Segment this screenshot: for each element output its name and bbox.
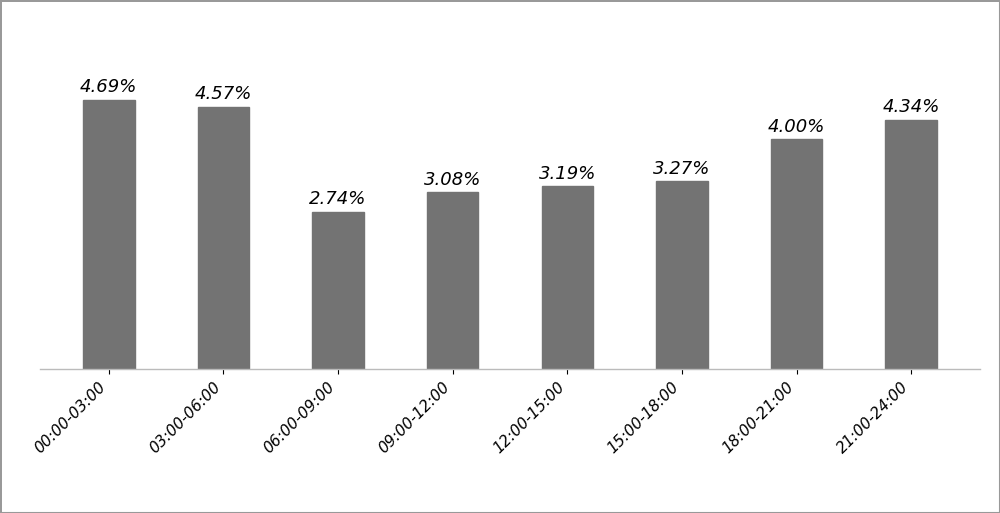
Bar xyxy=(656,182,708,369)
Text: 3.08%: 3.08% xyxy=(424,171,481,189)
Text: 3.19%: 3.19% xyxy=(539,165,596,183)
Bar xyxy=(427,192,478,369)
Text: 4.34%: 4.34% xyxy=(883,98,940,116)
Bar xyxy=(312,212,364,369)
Text: 4.00%: 4.00% xyxy=(768,118,825,136)
Bar xyxy=(542,186,593,369)
Text: 2.74%: 2.74% xyxy=(309,190,367,208)
Bar xyxy=(198,107,249,369)
Text: 3.27%: 3.27% xyxy=(653,160,711,178)
Text: 4.69%: 4.69% xyxy=(80,78,137,96)
Bar xyxy=(771,140,822,369)
Bar xyxy=(885,120,937,369)
Text: 4.57%: 4.57% xyxy=(195,85,252,103)
Bar xyxy=(83,100,135,369)
